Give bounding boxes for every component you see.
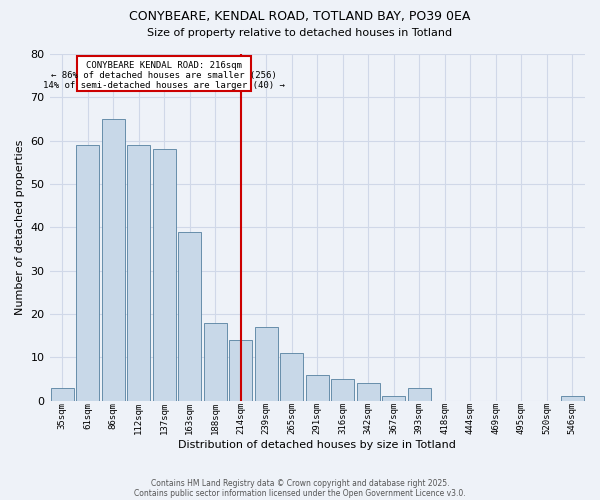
Bar	[331, 379, 354, 401]
Bar	[204, 323, 227, 401]
FancyBboxPatch shape	[77, 56, 251, 91]
X-axis label: Distribution of detached houses by size in Totland: Distribution of detached houses by size …	[178, 440, 456, 450]
Bar	[127, 145, 150, 401]
Bar	[561, 396, 584, 401]
Bar	[306, 375, 329, 401]
Text: 14% of semi-detached houses are larger (40) →: 14% of semi-detached houses are larger (…	[43, 81, 285, 90]
Bar	[255, 327, 278, 401]
Bar	[280, 353, 303, 401]
Bar	[51, 388, 74, 401]
Text: Size of property relative to detached houses in Totland: Size of property relative to detached ho…	[148, 28, 452, 38]
Bar	[408, 388, 431, 401]
Y-axis label: Number of detached properties: Number of detached properties	[15, 140, 25, 315]
Bar	[178, 232, 201, 401]
Text: CONYBEARE, KENDAL ROAD, TOTLAND BAY, PO39 0EA: CONYBEARE, KENDAL ROAD, TOTLAND BAY, PO3…	[130, 10, 470, 23]
Text: Contains public sector information licensed under the Open Government Licence v3: Contains public sector information licen…	[134, 488, 466, 498]
Bar	[382, 396, 405, 401]
Bar	[153, 150, 176, 401]
Text: Contains HM Land Registry data © Crown copyright and database right 2025.: Contains HM Land Registry data © Crown c…	[151, 478, 449, 488]
Bar	[102, 119, 125, 401]
Text: ← 86% of detached houses are smaller (256): ← 86% of detached houses are smaller (25…	[52, 71, 277, 80]
Bar	[357, 384, 380, 401]
Text: CONYBEARE KENDAL ROAD: 216sqm: CONYBEARE KENDAL ROAD: 216sqm	[86, 60, 242, 70]
Bar	[229, 340, 252, 401]
Bar	[76, 145, 99, 401]
